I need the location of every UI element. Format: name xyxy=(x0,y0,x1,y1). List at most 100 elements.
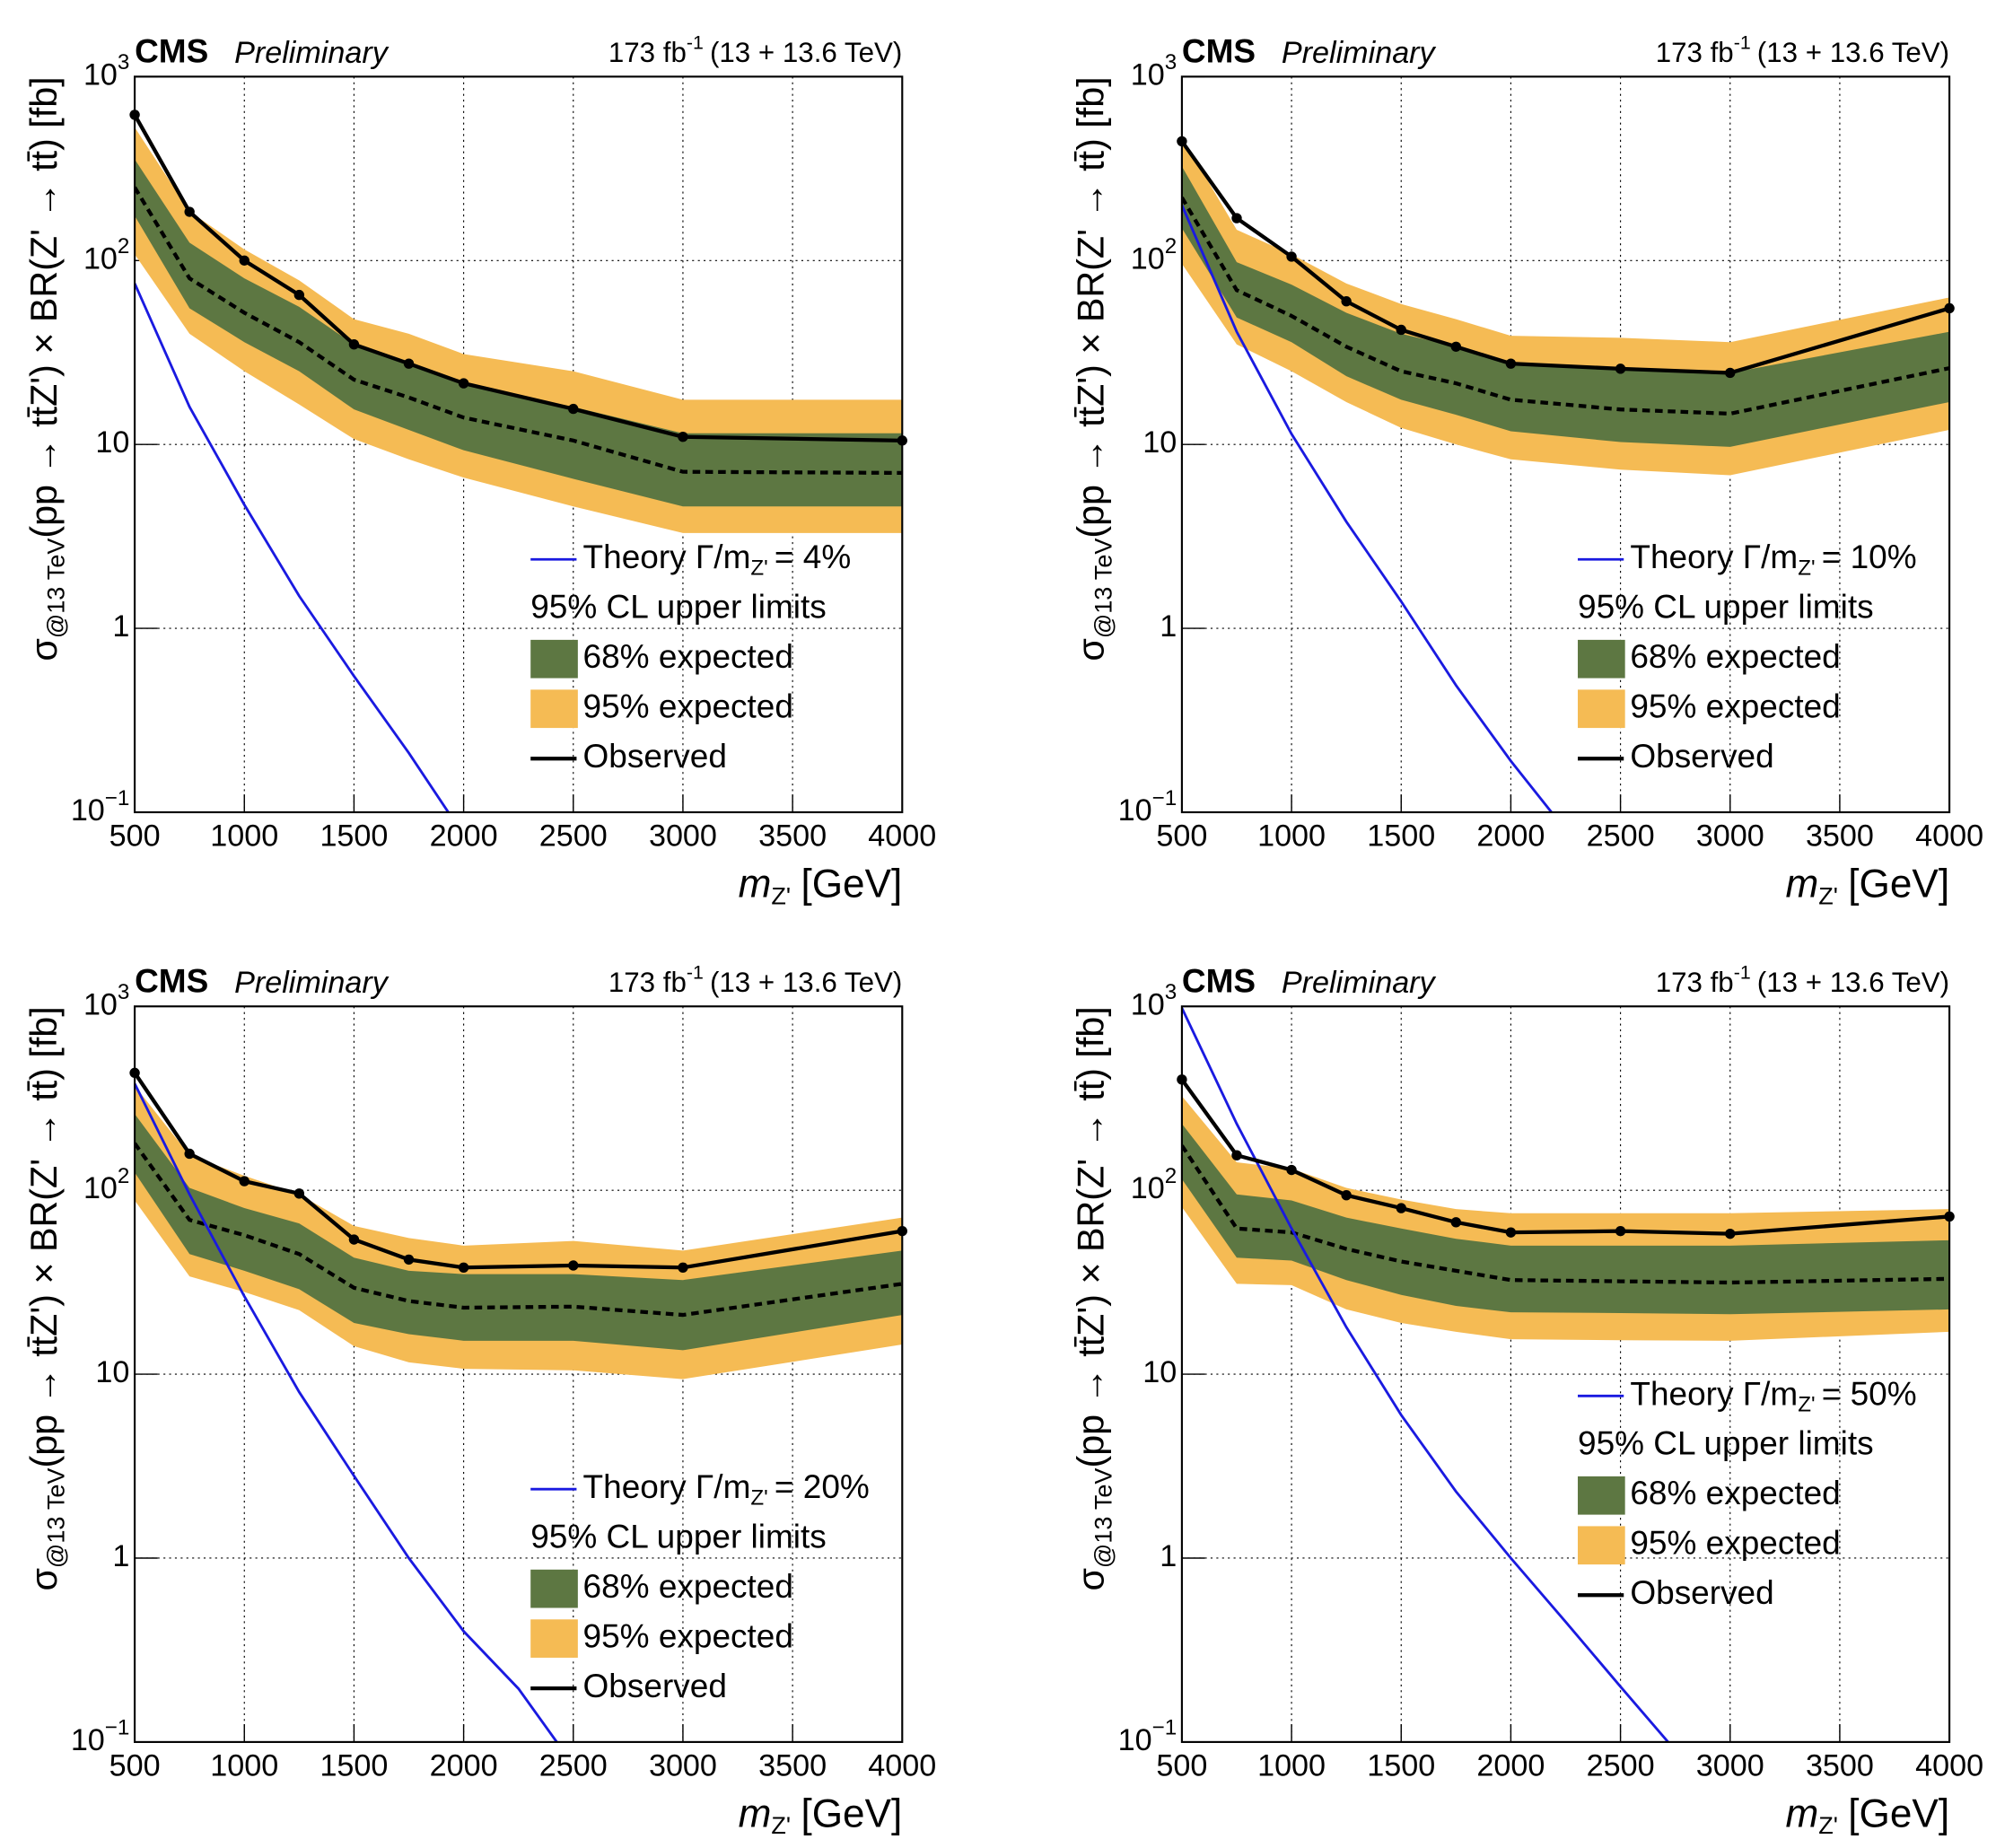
lumi-label-part: 173 fb xyxy=(608,967,687,998)
x-tick-label: 1500 xyxy=(1367,819,1435,853)
observed-point xyxy=(1505,1227,1517,1238)
theory-line xyxy=(135,283,451,812)
panel: 500 1000 1500 2000 2500 3000 3500 400010−111010… xyxy=(1071,961,1983,1839)
y-tick-label-part: 10 xyxy=(1131,1171,1165,1205)
lumi-label: 173 fb-1 (13 + 13.6 TeV) xyxy=(608,31,902,68)
legend-swatch xyxy=(530,689,578,729)
y-tick-label-part: 3 xyxy=(1165,980,1177,1004)
x-tick-label: 2500 xyxy=(1587,819,1655,853)
y-tick-label-part: 10 xyxy=(71,793,105,828)
frame xyxy=(1180,75,1951,814)
observed-point xyxy=(184,1148,195,1160)
y-tick-label-part: −1 xyxy=(105,1716,130,1740)
y-axis-label-part: σ xyxy=(1071,638,1112,661)
legend-swatch xyxy=(530,1569,578,1608)
x-tick-label: 2500 xyxy=(539,819,608,853)
legend-label: Observed xyxy=(583,738,727,775)
x-axis-label-part: Z' xyxy=(771,1812,791,1839)
y-tick-label: 102 xyxy=(83,1164,129,1205)
legend-label: Theory Γ/mZ' = 10% xyxy=(1630,539,1916,581)
preliminary-label: Preliminary xyxy=(234,36,390,70)
observed-point xyxy=(348,339,360,350)
observed-point xyxy=(1450,341,1462,352)
x-tick-label: 2500 xyxy=(1587,1748,1655,1782)
legend-label-part: Theory Γ/m xyxy=(1630,539,1798,575)
x-axis-label-part: Z' xyxy=(771,882,791,909)
x-tick-label: 3000 xyxy=(649,1748,717,1782)
x-axis-label: mZ' [GeV] xyxy=(1786,862,1950,909)
observed-point xyxy=(403,1254,415,1266)
observed-point xyxy=(568,403,579,415)
legend-swatch xyxy=(1578,689,1625,729)
preliminary-label: Preliminary xyxy=(1282,966,1437,1000)
observed-point xyxy=(293,289,305,301)
x-tick-label: 3500 xyxy=(758,819,827,853)
theory-line xyxy=(1181,1007,1670,1742)
cms-label: CMS xyxy=(1182,33,1256,70)
lumi-label-part: 173 fb xyxy=(1656,37,1734,68)
observed-point xyxy=(1286,251,1297,262)
x-axis-label-part: m xyxy=(739,1791,772,1835)
y-tick-label-part: 10 xyxy=(83,1171,118,1205)
x-tick-label: 2000 xyxy=(430,1748,498,1782)
observed-point xyxy=(293,1188,305,1199)
frame xyxy=(1180,1005,1951,1743)
y-tick-label: 103 xyxy=(83,51,129,92)
observed-line xyxy=(1181,140,1950,375)
x-axis-label-part: [GeV] xyxy=(1848,862,1949,906)
observed-point xyxy=(1231,213,1242,223)
legend-title: 95% CL upper limits xyxy=(530,1518,827,1555)
theory-line xyxy=(1181,205,1554,812)
x-tick-label: 1000 xyxy=(1257,819,1326,853)
band xyxy=(135,127,903,533)
y-axis-label-part: (pp → tt̄Z') × BR(Z' → tt̄) [fb] xyxy=(23,1006,65,1467)
observed-point xyxy=(568,1260,579,1271)
legend-label-part: Z' xyxy=(750,556,767,581)
x-axis-label: mZ' [GeV] xyxy=(1786,1791,1950,1839)
observed-point xyxy=(239,255,250,266)
observed-line xyxy=(135,1072,903,1270)
y-tick-label: 10−1 xyxy=(71,786,130,828)
lumi-label-part: (13 + 13.6 TeV) xyxy=(710,967,902,998)
y-tick-label-part: 10 xyxy=(83,241,118,276)
x-tick-label: 2000 xyxy=(1476,819,1545,853)
expected-line xyxy=(1181,197,1950,416)
lumi-label-part: 173 fb xyxy=(1656,967,1734,998)
x-axis-label: mZ' [GeV] xyxy=(739,862,903,909)
x-tick-label: 2500 xyxy=(539,1748,608,1782)
x-tick-label: 500 xyxy=(1156,1748,1207,1782)
observed-point xyxy=(1286,1164,1297,1176)
legend-label-part: Z' xyxy=(1798,556,1815,581)
y-axis-label: σ@13 TeV(pp → tt̄Z') × BR(Z' → tt̄) [fb] xyxy=(1071,1006,1117,1590)
y-tick-label-part: −1 xyxy=(1152,1716,1177,1740)
x-axis-label-part: [GeV] xyxy=(801,862,902,906)
legend-label: 68% expected xyxy=(1630,638,1840,675)
observed-point xyxy=(239,1176,250,1187)
y-tick-label-part: 10 xyxy=(1131,987,1165,1021)
legend-label-part: Z' xyxy=(1798,1393,1815,1417)
legend-title: 95% CL upper limits xyxy=(1578,1425,1874,1462)
legend-label: Observed xyxy=(583,1668,727,1704)
x-tick-label: 4000 xyxy=(868,819,936,853)
preliminary-label: Preliminary xyxy=(234,966,390,1000)
y-tick-label: 10 xyxy=(1142,425,1177,460)
band xyxy=(1181,1124,1950,1315)
x-axis-label: mZ' [GeV] xyxy=(739,1791,903,1839)
y-tick-label: 102 xyxy=(83,234,129,276)
legend-label-part: = 4% xyxy=(775,539,851,575)
y-tick-label-part: 3 xyxy=(118,51,129,75)
observed-point xyxy=(1450,1217,1462,1228)
band xyxy=(1181,166,1950,447)
y-tick-label-part: 10 xyxy=(83,987,118,1021)
x-tick-label: 4000 xyxy=(1915,1748,1983,1782)
legend-label-part: Theory Γ/m xyxy=(583,1468,751,1505)
y-axis-label-part: (pp → tt̄Z') × BR(Z' → tt̄) [fb] xyxy=(1071,1006,1112,1467)
y-tick-label: 103 xyxy=(1131,980,1177,1021)
y-tick-label: 10 xyxy=(95,425,129,460)
legend-label-part: Theory Γ/m xyxy=(1630,1375,1798,1412)
lumi-label-part: (13 + 13.6 TeV) xyxy=(1757,37,1949,68)
y-axis-label-part: @13 TeV xyxy=(43,539,70,639)
y-axis-label-part: @13 TeV xyxy=(1090,539,1117,639)
